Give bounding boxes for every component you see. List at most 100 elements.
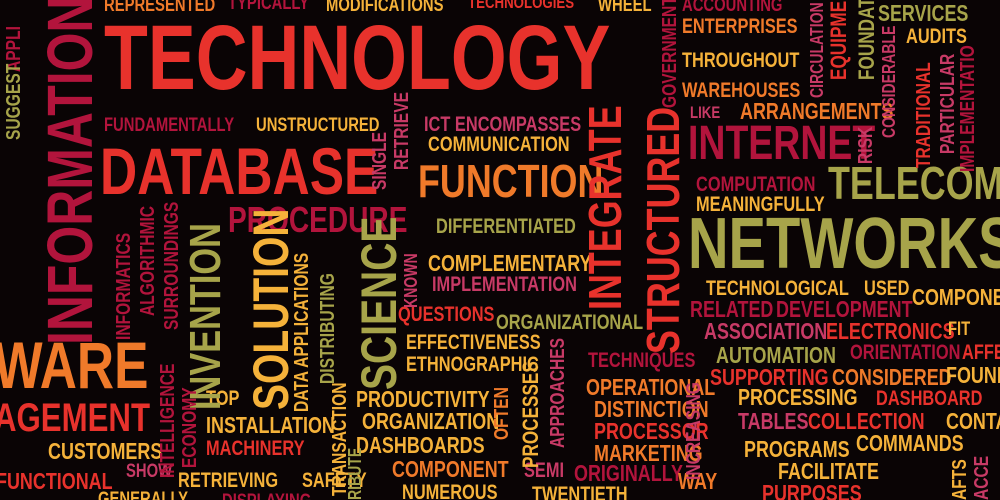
- word-considered: CONSIDERED: [832, 364, 952, 390]
- word-distributing-vertical: DISTRIBUTING: [317, 273, 339, 384]
- word-found: FOUND: [946, 362, 1000, 388]
- word-communication: COMMUNICATION: [428, 133, 570, 156]
- word-circulation-vertical: CIRCULATION: [807, 2, 827, 99]
- word-accounting: ACCOUNTING: [682, 0, 783, 16]
- word-semi: SEMI: [524, 459, 565, 482]
- word-automation: AUTOMATION: [716, 342, 836, 368]
- word-integrate-vertical: INTEGRATE: [579, 105, 631, 311]
- word-generally: GENERALLY: [98, 489, 189, 500]
- word-retrieve-vertical: RETRIEVE: [391, 91, 413, 170]
- word-often-vertical: OFTEN: [491, 387, 513, 440]
- word-installation: INSTALLATION: [206, 412, 335, 438]
- word-database: DATABASE: [100, 134, 379, 208]
- word-services: SERVICES: [878, 0, 969, 26]
- word-single-vertical: SINGLE: [369, 131, 391, 190]
- word-way: WAY: [678, 468, 718, 494]
- word-increasing-vertical: INCREASING: [683, 382, 705, 480]
- word-techniques: TECHNIQUES: [588, 349, 696, 372]
- word-originally: ORIGINALLY: [574, 460, 683, 486]
- word-particular-vertical: PARTICULAR: [937, 53, 959, 155]
- word-represented: REPRESENTED: [104, 0, 216, 16]
- word-audits: AUDITS: [906, 25, 967, 48]
- word-commands: COMMANDS: [856, 430, 964, 456]
- word-approaches-vertical: APPROACHES: [547, 337, 569, 448]
- word-organizational: ORGANIZATIONAL: [496, 311, 644, 334]
- word-foundati-vertical: FOUNDATI: [854, 0, 879, 80]
- word-risk-vertical: RISK: [855, 126, 877, 164]
- word-distinction: DISTINCTION: [594, 396, 709, 422]
- word-processing: PROCESSING: [738, 384, 858, 410]
- word-solution-vertical: SOLUTION: [243, 208, 299, 410]
- word-like: LIKE: [690, 103, 721, 122]
- word-functional: FUNCTIONAL: [0, 468, 113, 494]
- word-purposes: PURPOSES: [762, 480, 862, 500]
- word-wheel: WHEEL: [598, 0, 652, 16]
- word-complementary: COMPLEMENTARY: [428, 250, 592, 276]
- word-afts-vertical: AFTS: [949, 459, 971, 500]
- word-structured-vertical: STRUCTURED: [637, 106, 689, 355]
- word-twentieth: TWENTIETH: [532, 483, 628, 500]
- word-ethnographic: ETHNOGRAPHIC: [406, 353, 539, 376]
- word-traditional-vertical: TRADITIONAL: [913, 62, 935, 169]
- word-warehouses: WAREHOUSES: [682, 79, 801, 102]
- word-processor: PROCESSOR: [594, 418, 709, 444]
- word-suggest-vertical: SUGGEST: [3, 63, 25, 140]
- word-informatics-vertical: INFORMATICS: [113, 232, 135, 340]
- word-numerous: NUMEROUS: [402, 481, 498, 500]
- word-processes-vertical: PROCESSES: [518, 361, 543, 468]
- word-considerable-vertical: CONSIDERABLE: [879, 25, 899, 138]
- word-collection: COLLECTION: [808, 408, 925, 434]
- word-ware: WARE: [0, 328, 149, 402]
- word-supporting: SUPPORTING: [710, 364, 829, 390]
- word-economy-vertical: ECONOMY: [179, 387, 201, 468]
- word-questions: QUESTIONS: [398, 303, 495, 326]
- word-meaningfully: MEANINGFULLY: [696, 193, 825, 216]
- word-technology: TECHNOLOGY: [104, 7, 611, 109]
- word-electronics: ELECTRONICS: [826, 318, 955, 344]
- word-networkso: NETWORKSO: [688, 204, 1000, 284]
- word-computation: COMPUTATION: [696, 173, 816, 196]
- word-association: ASSOCIATION: [704, 318, 828, 344]
- word-throughout: THROUGHOUT: [682, 49, 800, 72]
- word-unstructured: UNSTRUCTURED: [256, 115, 380, 136]
- word-effectiveness: EFFECTIVENESS: [406, 331, 541, 354]
- word-programs: PROGRAMS: [744, 436, 850, 462]
- word-typically: TYPICALLY: [228, 0, 309, 14]
- word-intelligence-vertical: INTELLIGENCE: [157, 363, 179, 478]
- word-agement: AGEMENT: [0, 396, 150, 440]
- word-differentiated: DIFFERENTIATED: [436, 215, 576, 238]
- word-marketing: MARKETING: [594, 440, 703, 466]
- word-technological: TECHNOLOGICAL: [706, 277, 849, 300]
- word-ribute-vertical: RIBUTE: [345, 447, 365, 500]
- word-enterprises: ENTERPRISES: [682, 15, 798, 38]
- word-dashboards: DASHBOARDS: [356, 432, 485, 458]
- word-surroundings-vertical: SURROUNDINGS: [161, 201, 183, 330]
- word-implementatio-vertical: IMPLEMENTATIO: [957, 45, 979, 172]
- word-safety: SAFETY: [302, 469, 367, 492]
- word-orientation: ORIENTATION: [850, 341, 961, 364]
- word-internet: INTERNET: [688, 117, 876, 170]
- word-component: COMPONENT: [392, 456, 509, 482]
- word-algorithmic-vertical: ALGORITHMIC: [137, 205, 159, 316]
- word-related: RELATED: [690, 296, 774, 322]
- word-machinery: MACHINERY: [206, 437, 305, 460]
- word-customers: CUSTOMERS: [48, 438, 163, 464]
- word-productivity: PRODUCTIVITY: [356, 386, 490, 412]
- word-telecomm: TELECOMM: [828, 157, 1000, 209]
- word-used: USED: [864, 277, 910, 300]
- word-function: FUNCTION: [418, 155, 604, 207]
- word-invention-vertical: INVENTION: [181, 223, 230, 410]
- word-tables: TABLES: [738, 408, 809, 434]
- word-compone: COMPONE: [912, 284, 1000, 310]
- word-modifications: MODIFICATIONS: [326, 0, 444, 16]
- word-show: SHOW: [126, 461, 173, 482]
- word-fundamentally: FUNDAMENTALLY: [104, 115, 235, 136]
- word-development: DEVELOPMENT: [776, 296, 913, 322]
- word-known-vertical: KNOWN: [401, 253, 421, 308]
- word-fit: FIT: [948, 319, 971, 340]
- word-retrieving: RETRIEVING: [178, 469, 279, 492]
- word-containi: CONTAINI: [946, 408, 1000, 434]
- word-top: TOP: [206, 387, 240, 410]
- word-arrangements: ARRANGEMENTS: [740, 98, 894, 124]
